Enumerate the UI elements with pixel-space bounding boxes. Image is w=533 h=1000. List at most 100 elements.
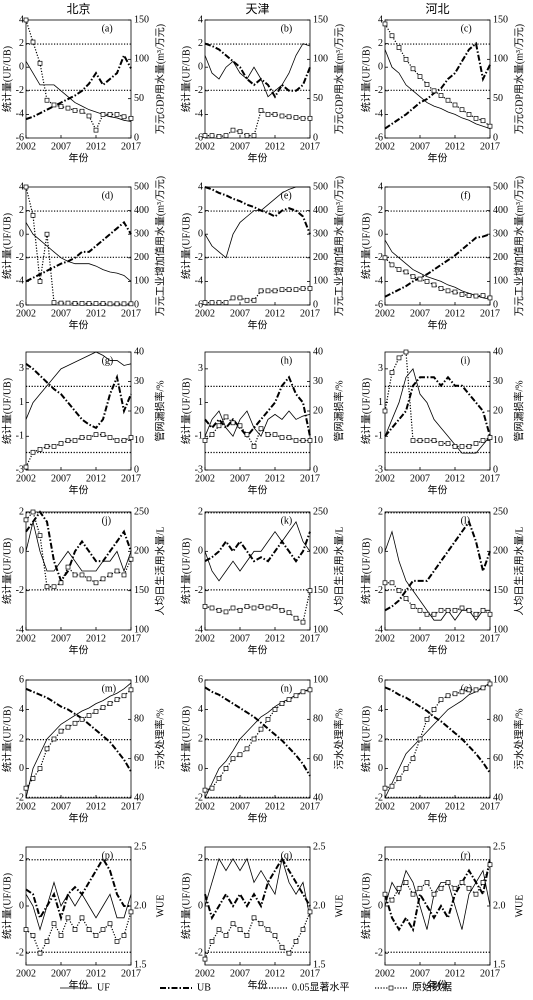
raw-marker bbox=[51, 736, 57, 742]
raw-marker bbox=[293, 939, 299, 944]
panel-label: (c) bbox=[461, 23, 472, 34]
raw-marker bbox=[258, 921, 264, 927]
y-tick-label: -2 bbox=[375, 252, 383, 263]
y2-tick-label: 50 bbox=[313, 93, 323, 104]
raw-marker bbox=[251, 444, 257, 449]
y-axis-label: 统计量(UF/UB) bbox=[179, 706, 192, 772]
raw-marker bbox=[452, 885, 458, 891]
raw-marker bbox=[72, 927, 78, 932]
raw-marker bbox=[244, 133, 250, 138]
raw-marker bbox=[286, 950, 292, 956]
raw-marker bbox=[114, 438, 120, 443]
y2-tick-label: 30 bbox=[134, 376, 144, 387]
y-tick-label: 0 bbox=[378, 61, 383, 72]
raw-marker bbox=[209, 785, 215, 791]
raw-marker bbox=[389, 33, 395, 39]
x-tick-label: 2007 bbox=[51, 968, 71, 979]
x-axis-label: 年份 bbox=[248, 318, 268, 331]
raw-marker bbox=[230, 295, 236, 301]
y2-tick-label: 80 bbox=[493, 714, 503, 725]
raw-marker bbox=[417, 885, 423, 891]
raw-marker bbox=[300, 689, 306, 695]
y2-axis-label: WUE bbox=[155, 895, 166, 918]
raw-marker bbox=[438, 441, 444, 446]
y2-tick-label: 500 bbox=[313, 181, 328, 192]
series-line bbox=[384, 864, 491, 902]
y2-tick-label: 2.5 bbox=[493, 841, 506, 852]
y2-tick-label: 200 bbox=[134, 546, 149, 557]
plot-frame bbox=[25, 19, 132, 139]
y-tick-label: 2 bbox=[19, 853, 24, 864]
raw-marker bbox=[107, 701, 113, 706]
x-tick-label: 2002 bbox=[195, 968, 215, 979]
raw-marker bbox=[237, 129, 243, 135]
y2-axis-label: WUE bbox=[514, 895, 525, 918]
y-tick-label: 2 bbox=[198, 506, 203, 517]
raw-marker bbox=[223, 766, 229, 771]
y2-tick-label: 250 bbox=[493, 506, 508, 517]
y2-axis-label: 管网漏损率/% bbox=[512, 380, 525, 441]
x-tick-label: 2012 bbox=[445, 141, 465, 152]
raw-marker bbox=[403, 596, 409, 601]
x-axis-label: 年份 bbox=[248, 978, 268, 991]
raw-marker bbox=[272, 707, 278, 712]
x-tick-label: 2007 bbox=[51, 473, 71, 484]
raw-marker bbox=[237, 607, 243, 613]
x-tick-label: 2012 bbox=[265, 308, 285, 319]
raw-marker bbox=[396, 775, 402, 781]
y2-tick-label: 150 bbox=[493, 14, 508, 25]
raw-marker bbox=[473, 891, 479, 897]
raw-marker bbox=[265, 605, 271, 611]
raw-marker bbox=[79, 915, 85, 921]
panel-label: (r) bbox=[461, 850, 471, 861]
series-line bbox=[25, 856, 131, 922]
y-tick-label: 2 bbox=[19, 38, 24, 49]
y2-axis-label: 污水处理率/% bbox=[332, 708, 345, 769]
raw-marker bbox=[202, 133, 208, 138]
raw-marker bbox=[417, 736, 423, 742]
y-axis-label: 统计量(UF/UB) bbox=[179, 873, 192, 939]
x-tick-label: 2007 bbox=[410, 308, 430, 319]
raw-marker bbox=[431, 611, 437, 617]
y-tick-label: 0 bbox=[378, 228, 383, 239]
x-tick-label: 2002 bbox=[16, 633, 36, 644]
series-line bbox=[25, 687, 132, 772]
y-tick-label: -6 bbox=[195, 132, 203, 143]
panel-label: (g) bbox=[102, 355, 114, 366]
series-line bbox=[384, 23, 491, 127]
y-tick-label: 0 bbox=[19, 763, 24, 774]
legend-label: UF bbox=[97, 982, 110, 993]
y2-axis-label: 万元GDP用水量(m³/万元) bbox=[513, 24, 525, 134]
y2-tick-label: 30 bbox=[493, 376, 503, 387]
y-tick-label: -6 bbox=[375, 299, 383, 310]
raw-marker bbox=[431, 891, 437, 897]
raw-marker bbox=[473, 115, 479, 121]
raw-marker bbox=[216, 607, 222, 613]
raw-marker bbox=[230, 756, 236, 762]
legend-marker bbox=[388, 985, 394, 991]
raw-marker bbox=[216, 134, 222, 139]
y2-tick-label: 2.5 bbox=[134, 841, 147, 852]
raw-marker bbox=[51, 584, 57, 590]
x-tick-label: 2017 bbox=[480, 141, 500, 152]
series-line bbox=[384, 350, 491, 447]
x-axis-label: 年份 bbox=[428, 151, 448, 164]
y2-tick-label: 300 bbox=[134, 228, 149, 239]
raw-marker bbox=[114, 112, 120, 117]
x-tick-label: 2017 bbox=[300, 141, 320, 152]
raw-marker bbox=[30, 775, 36, 781]
series-line bbox=[384, 869, 491, 930]
y-tick-label: 2 bbox=[378, 38, 383, 49]
y2-axis-label: 人均日生活用水量/L bbox=[332, 527, 345, 616]
raw-marker bbox=[480, 685, 486, 691]
raw-marker bbox=[223, 133, 229, 138]
raw-marker bbox=[286, 435, 292, 440]
series-line bbox=[25, 434, 132, 468]
series-line bbox=[25, 220, 132, 283]
y2-axis-label: 万元GDP用水量(m³/万元) bbox=[333, 24, 345, 134]
raw-marker bbox=[258, 726, 264, 732]
raw-marker bbox=[223, 414, 229, 420]
raw-marker bbox=[244, 604, 250, 609]
raw-marker bbox=[396, 885, 402, 891]
raw-marker bbox=[293, 693, 299, 699]
